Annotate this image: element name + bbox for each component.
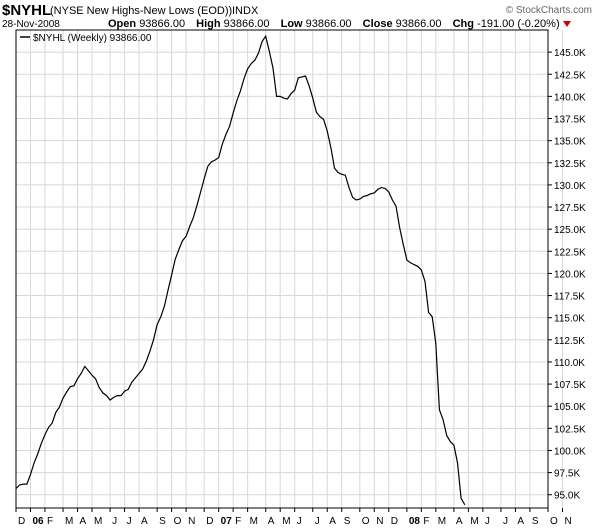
y-tick-label: 137.5K [554,115,586,126]
close-label: Close [362,18,393,30]
source-credit: © StockCharts.com [505,5,592,16]
x-tick-label: J [485,516,490,527]
x-tick-label: 08 [409,516,421,527]
y-tick-label: 132.5K [554,159,586,170]
x-tick-label: F [423,516,429,527]
y-tick-label: 130.0K [554,181,586,192]
y-tick-label: 142.5K [554,70,586,81]
x-tick-label: A [268,516,275,527]
x-tick-label: A [456,516,463,527]
x-tick-label: F [47,516,53,527]
y-tick-label: 145.0K [554,48,586,59]
x-tick-label: A [329,516,336,527]
x-tick-label: S [344,516,351,527]
x-tick-label: O [174,516,182,527]
x-tick-label: A [80,516,87,527]
open-label: Open [108,18,137,30]
close-value: 93866.00 [395,18,442,30]
high-label: High [196,18,221,30]
chg-label: Chg [452,18,474,30]
y-tick-label: 135.0K [554,137,586,148]
y-tick-label: 122.5K [554,247,586,258]
y-tick-label: 95.0K [554,491,580,502]
y-tick-label: 120.0K [554,269,586,280]
y-tick-label: 127.5K [554,203,586,214]
x-tick-label: D [18,516,25,527]
x-tick-label: N [564,516,571,527]
y-tick-label: 107.5K [554,380,586,391]
x-tick-label: J [297,516,302,527]
y-axis: 95.0K 97.5K 100.0K 102.5K 105.0K 107.5K 110.0K… [548,48,586,502]
x-tick-label: J [315,516,320,527]
x-tick-label: M [65,516,73,527]
y-tick-label: 102.5K [554,424,586,435]
y-tick-label: 112.5K [554,336,585,347]
quote-bar: Open 93866.00 High 93866.00 Low 93866.00… [108,18,571,30]
x-tick-label: S [159,516,166,527]
high-value: 93866.00 [223,18,270,30]
low-label: Low [280,18,303,30]
x-tick-label: D [391,516,398,527]
symbol-description: (NYSE New Highs-New Lows (EOD)) [50,5,233,17]
chart-legend: $NYHL (Weekly) 93866.00 [20,33,152,44]
down-triangle-icon [562,21,571,28]
y-tick-label: 140.0K [554,92,586,103]
x-tick-label: O [550,516,558,527]
x-axis: D 06 F M A M J J A S O N D 07 F M A M J J A S O N D 08 F M A M J J A S O N [15,508,572,527]
x-tick-label: S [532,516,539,527]
x-tick-label: A [517,516,524,527]
symbol-title: $NYHL [2,2,52,19]
low-value: 93866.00 [305,18,352,30]
y-tick-label: 110.0K [554,358,585,369]
x-tick-label: M [94,516,102,527]
x-tick-label: J [112,516,117,527]
x-tick-label: M [470,516,478,527]
x-tick-label: D [206,516,213,527]
x-tick-label: 06 [32,516,44,527]
x-tick-label: F [235,516,241,527]
x-tick-label: O [362,516,370,527]
series-line [15,34,466,506]
x-tick-label: M [250,516,258,527]
chart-grid [15,30,563,508]
x-tick-label: M [438,516,446,527]
x-tick-label: N [188,516,195,527]
y-tick-label: 115.0K [554,314,585,325]
x-tick-label: J [127,516,132,527]
legend-label: $NYHL (Weekly) 93866.00 [33,33,152,44]
plot-border [15,29,549,509]
open-value: 93866.00 [139,18,186,30]
x-tick-label: A [141,516,148,527]
y-tick-label: 105.0K [554,402,586,413]
x-tick-label: J [503,516,508,527]
y-tick-label: 97.5K [554,469,580,480]
y-tick-label: 117.5K [554,292,585,303]
x-tick-label: M [282,516,290,527]
exchange-label: INDX [232,5,259,17]
x-tick-label: 07 [221,516,233,527]
y-tick-label: 100.0K [554,446,586,457]
x-tick-label: N [376,516,383,527]
chg-value: -191.00 (-0.20%) [477,18,560,30]
quote-date: 28-Nov-2008 [2,19,60,30]
y-tick-label: 125.0K [554,225,586,236]
